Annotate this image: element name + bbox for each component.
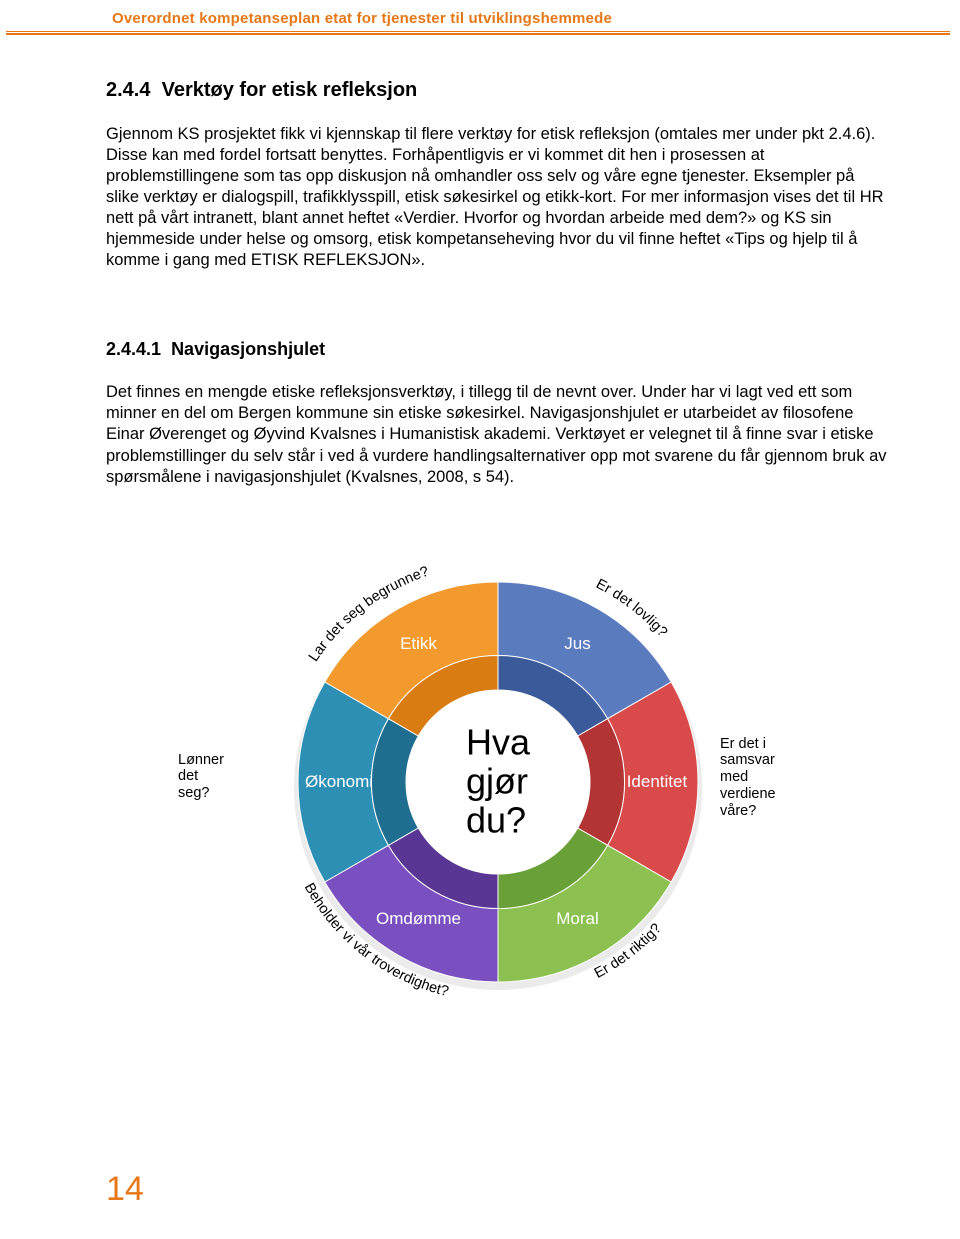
- wheel-question-okonomi: Lønnerdetseg?: [178, 752, 268, 802]
- wheel-center-text: Hvagjørdu?: [466, 724, 530, 841]
- document-title: Overordnet kompetanseplan etat for tjene…: [6, 10, 950, 32]
- section-body-1: Gjennom KS prosjektet fikk vi kjennskap …: [106, 124, 890, 272]
- wheel-segment-label-jus: Jus: [564, 634, 590, 654]
- section-heading-1: 2.4.4 Verktøy for etisk refleksjon: [106, 79, 890, 102]
- wheel-segment-label-omdømme: Omdømme: [376, 909, 461, 929]
- page-content: 2.4.4 Verktøy for etisk refleksjon Gjenn…: [0, 35, 960, 1062]
- section-number: 2.4.4: [106, 79, 150, 101]
- subsection-title: Navigasjonshjulet: [171, 339, 325, 359]
- wheel-segment-label-økonomi: Økonomi: [305, 772, 373, 792]
- section-body-2: Det finnes en mengde etiske refleksjonsv…: [106, 382, 890, 488]
- navigation-wheel-chart: Lar det seg begrunne?Er det lovlig?Er de…: [178, 502, 818, 1062]
- page-number: 14: [106, 1170, 144, 1209]
- wheel-segment-label-etikk: Etikk: [400, 634, 437, 654]
- section-title: Verktøy for etisk refleksjon: [162, 79, 418, 101]
- wheel-question-identitet: Er det isamsvarmedverdienevåre?: [720, 736, 830, 819]
- subsection-number: 2.4.4.1: [106, 339, 161, 359]
- section-heading-2: 2.4.4.1 Navigasjonshjulet: [106, 339, 890, 360]
- page-header: Overordnet kompetanseplan etat for tjene…: [0, 0, 960, 35]
- wheel-segment-label-identitet: Identitet: [627, 772, 688, 792]
- wheel-segment-label-moral: Moral: [556, 909, 599, 929]
